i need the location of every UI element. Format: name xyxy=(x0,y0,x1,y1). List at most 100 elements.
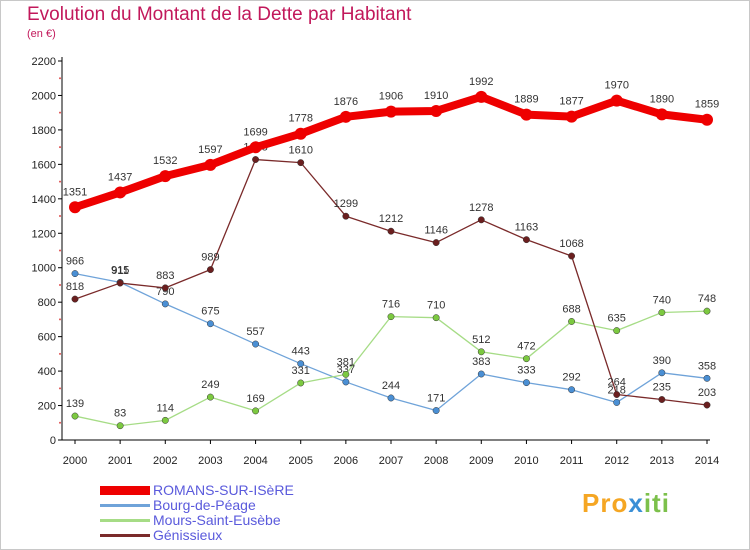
data-point xyxy=(477,348,485,356)
data-label: 966 xyxy=(66,256,84,268)
x-tick-label: 2001 xyxy=(108,455,132,467)
series-line xyxy=(74,158,708,406)
data-label: 390 xyxy=(653,355,671,367)
data-label: 716 xyxy=(382,299,400,311)
data-label: 264 xyxy=(608,377,626,389)
data-label: 331 xyxy=(292,365,310,377)
legend-label: Mours-Saint-Eusèbe xyxy=(153,512,281,528)
legend-label: Génissieux xyxy=(153,527,223,543)
x-tick-label: 2012 xyxy=(604,455,628,467)
data-label: 1906 xyxy=(379,91,403,103)
data-point xyxy=(568,318,576,325)
x-tick-label: 2000 xyxy=(63,455,87,467)
data-point xyxy=(565,110,578,123)
data-label: 1163 xyxy=(515,222,539,234)
y-minor-tick xyxy=(59,283,61,286)
data-label: 1889 xyxy=(514,94,538,106)
data-label: 443 xyxy=(292,346,310,358)
data-label: 333 xyxy=(517,365,535,377)
data-point xyxy=(432,314,440,322)
y-minor-tick xyxy=(59,146,61,149)
data-label: 1890 xyxy=(650,93,674,105)
data-label: 1597 xyxy=(198,144,222,156)
x-tick-label: 2005 xyxy=(288,455,312,467)
y-tick-label: 800 xyxy=(38,297,56,309)
data-label: 218 xyxy=(608,384,626,396)
line-chart: 0 200 400 600 800 1000 1200 1400 1600 1800 2000 220… xyxy=(32,56,720,467)
data-point xyxy=(430,104,443,117)
data-point xyxy=(475,90,488,103)
data-label: 244 xyxy=(382,380,400,392)
data-point xyxy=(69,201,81,214)
data-point xyxy=(477,216,485,224)
x-tick-label: 2008 xyxy=(424,455,448,467)
data-label: 249 xyxy=(201,379,219,391)
data-label: 557 xyxy=(246,326,264,338)
data-label: 790 xyxy=(156,286,174,298)
data-point xyxy=(116,422,124,430)
data-point xyxy=(385,105,397,118)
data-label: 171 xyxy=(427,393,445,405)
y-tick-label: 600 xyxy=(38,332,56,344)
data-point xyxy=(252,340,260,348)
data-point xyxy=(432,239,440,247)
data-label: 472 xyxy=(517,341,535,353)
data-label: 911 xyxy=(111,265,129,277)
data-point xyxy=(252,407,260,415)
data-point xyxy=(249,141,262,154)
data-label: 1876 xyxy=(334,96,358,108)
y-tick-label: 1000 xyxy=(32,263,56,275)
data-point xyxy=(613,327,621,335)
x-tick-label: 2010 xyxy=(514,455,538,467)
data-label: 1146 xyxy=(424,225,448,237)
y-tick-label: 1800 xyxy=(32,125,56,137)
data-label: 139 xyxy=(66,398,84,410)
y-tick-label: 1600 xyxy=(32,159,56,171)
y-tick-label: 2000 xyxy=(32,90,56,102)
data-label: 748 xyxy=(698,293,716,305)
data-point xyxy=(204,158,217,171)
legend-swatch xyxy=(100,504,150,507)
data-label: 1877 xyxy=(559,96,583,108)
legend-label: ROMANS-SUR-ISèRE xyxy=(153,482,294,498)
y-tick-label: 1400 xyxy=(32,194,56,206)
data-point xyxy=(613,391,621,398)
data-label: 203 xyxy=(698,387,716,399)
data-label: 1610 xyxy=(288,145,312,157)
data-label: 710 xyxy=(427,300,445,312)
data-label: 688 xyxy=(562,303,580,315)
data-label: 292 xyxy=(562,372,580,384)
legend-swatch xyxy=(100,519,150,522)
x-tick-label: 2013 xyxy=(650,455,674,467)
data-point xyxy=(342,378,350,386)
data-point xyxy=(432,407,440,414)
y-tick-label: 200 xyxy=(38,401,56,413)
y-tick-label: 0 xyxy=(50,435,56,447)
data-point xyxy=(342,370,350,378)
y-tick-label: 1200 xyxy=(32,228,56,240)
data-point xyxy=(522,379,530,387)
data-label: 358 xyxy=(698,360,716,372)
y-minor-tick xyxy=(59,77,61,80)
data-label: 1778 xyxy=(288,113,312,125)
data-point xyxy=(297,360,305,368)
data-label: 337 xyxy=(337,364,355,376)
data-label: 1859 xyxy=(695,99,719,111)
data-point xyxy=(613,398,621,406)
data-point xyxy=(206,320,214,328)
y-minor-tick xyxy=(59,387,61,390)
data-label: 383 xyxy=(472,356,490,368)
data-label: 169 xyxy=(246,393,264,405)
data-point xyxy=(655,108,668,121)
data-point xyxy=(161,284,169,292)
data-point xyxy=(477,370,485,378)
y-minor-tick xyxy=(59,215,61,218)
data-point xyxy=(387,227,395,235)
y-minor-tick xyxy=(59,249,61,252)
y-tick-label: 400 xyxy=(38,366,56,378)
data-point xyxy=(71,270,79,278)
y-minor-tick xyxy=(59,180,61,183)
data-point xyxy=(294,127,307,140)
data-point xyxy=(71,295,79,303)
data-label: 1699 xyxy=(243,126,267,138)
